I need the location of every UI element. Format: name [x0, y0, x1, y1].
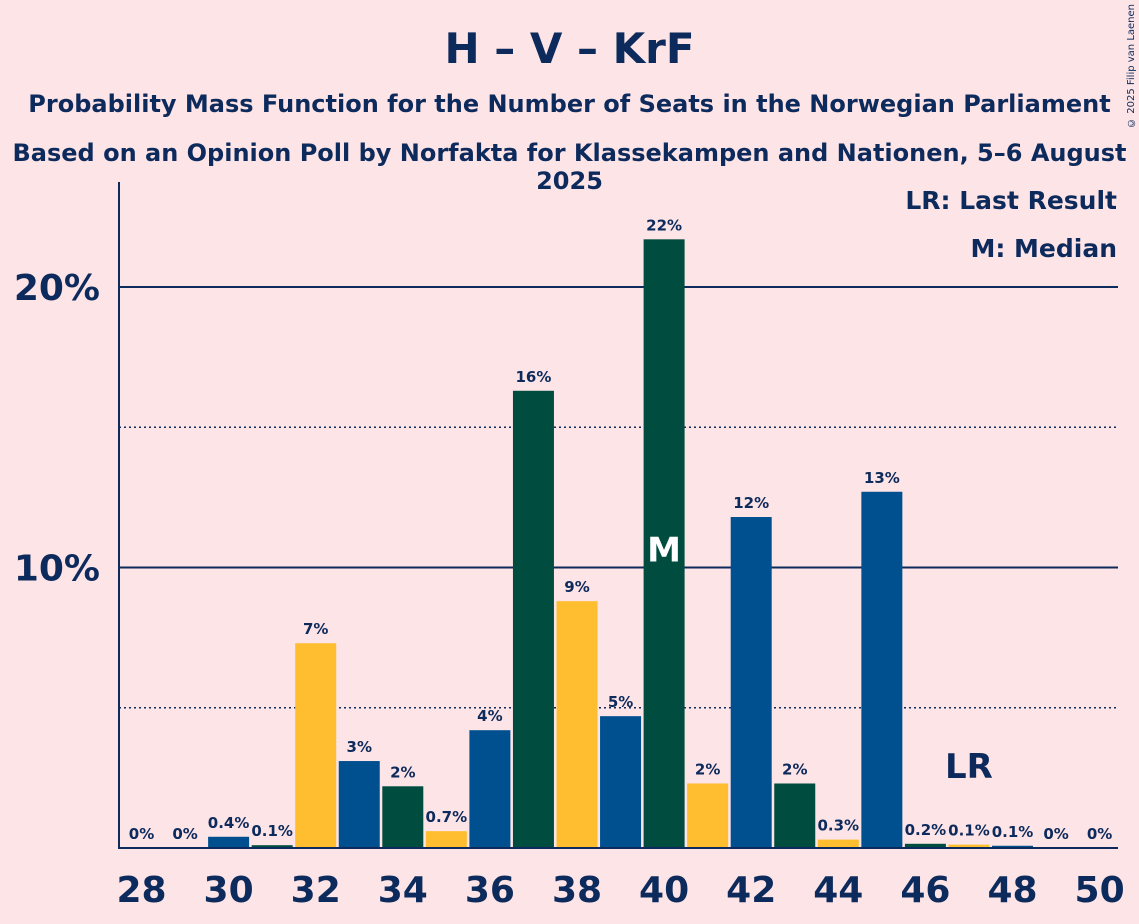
- x-tick-label: 34: [378, 870, 428, 911]
- bar-seat-36: [469, 730, 511, 848]
- x-tick-label: 32: [291, 870, 341, 911]
- bar-labels: 0% 0%0.4% 0.1%7%3%2%0.7%4%16%9%5%22%2%12%2…: [129, 216, 1113, 843]
- bar-label-28: 0%: [129, 825, 154, 843]
- bar-seat-37: [512, 390, 554, 848]
- bar-label-37: 16%: [515, 368, 551, 386]
- bar-seat-35: [425, 831, 467, 848]
- bar-seat-46: [904, 843, 946, 848]
- bar-label-44: 0.3%: [817, 817, 859, 835]
- bar-label-32: 7%: [303, 620, 328, 638]
- bar-label-47: 0.1%: [948, 822, 990, 840]
- bar-seat-39: [600, 716, 642, 848]
- bar-seat-38: [556, 601, 598, 848]
- y-tick-label: 20%: [14, 268, 100, 309]
- bar-label-45: 13%: [864, 469, 900, 487]
- chart-source: Based on an Opinion Poll by Norfakta for…: [12, 139, 1127, 195]
- grid-lines: [119, 286, 1118, 709]
- bar-seat-30: [208, 836, 250, 848]
- x-tick-label: 44: [813, 870, 863, 911]
- bar-label-49: 0%: [1043, 825, 1068, 843]
- bar-seat-43: [774, 783, 816, 848]
- bars: [208, 239, 1033, 848]
- x-tick-label: 48: [987, 870, 1037, 911]
- bar-seat-47: [948, 844, 990, 848]
- bar-label-43: 2%: [782, 760, 807, 778]
- x-tick-label: 42: [726, 870, 776, 911]
- median-marker: M: [647, 530, 681, 570]
- bar-seat-34: [382, 786, 424, 848]
- bar-seat-44: [817, 839, 859, 848]
- x-tick-label: 46: [900, 870, 950, 911]
- x-tick-label: 28: [116, 870, 166, 911]
- chart-subtitle: Probability Mass Function for the Number…: [28, 90, 1111, 118]
- bar-label-35: 0.7%: [426, 808, 468, 826]
- bar-label-40: 22%: [646, 216, 682, 234]
- bar-label-29: 0%: [172, 825, 197, 843]
- bar-label-38: 9%: [564, 578, 589, 596]
- bar-seat-45: [861, 491, 903, 848]
- chart-title: H – V – KrF: [444, 24, 695, 73]
- x-tick-label: 30: [204, 870, 254, 911]
- y-tick-label: 10%: [14, 549, 100, 590]
- axes: 10% 20% 28 30 32 34 36 38 40 42 44 46 48 50: [14, 182, 1125, 911]
- bar-label-50: 0%: [1087, 825, 1112, 843]
- bar-label-39: 5%: [608, 693, 633, 711]
- bar-label-48: 0.1%: [992, 823, 1034, 841]
- x-tick-label: 40: [639, 870, 689, 911]
- x-tick-label: 50: [1075, 870, 1125, 911]
- bar-seat-42: [730, 517, 772, 848]
- bar-label-34: 2%: [390, 763, 415, 781]
- bar-seat-33: [338, 761, 380, 848]
- legend-median: M: Median: [970, 234, 1117, 263]
- bar-seat-41: [687, 783, 729, 848]
- x-tick-label: 38: [552, 870, 602, 911]
- x-tick-label: 36: [465, 870, 515, 911]
- bar-label-41: 2%: [695, 760, 720, 778]
- bar-label-42: 12%: [733, 494, 769, 512]
- bar-seat-48: [992, 845, 1033, 848]
- bar-seat-40: [643, 239, 685, 848]
- bar-label-46: 0.2%: [905, 821, 947, 839]
- legend-last-result: LR: Last Result: [905, 186, 1117, 215]
- bar-seat-31: [251, 845, 293, 848]
- bar-label-36: 4%: [477, 707, 502, 725]
- bar-label-31: 0.1%: [251, 822, 293, 840]
- bar-label-30: 0.4%: [208, 814, 250, 832]
- bar-label-33: 3%: [347, 738, 372, 756]
- bar-seat-32: [295, 643, 337, 848]
- last-result-marker: LR: [945, 747, 993, 787]
